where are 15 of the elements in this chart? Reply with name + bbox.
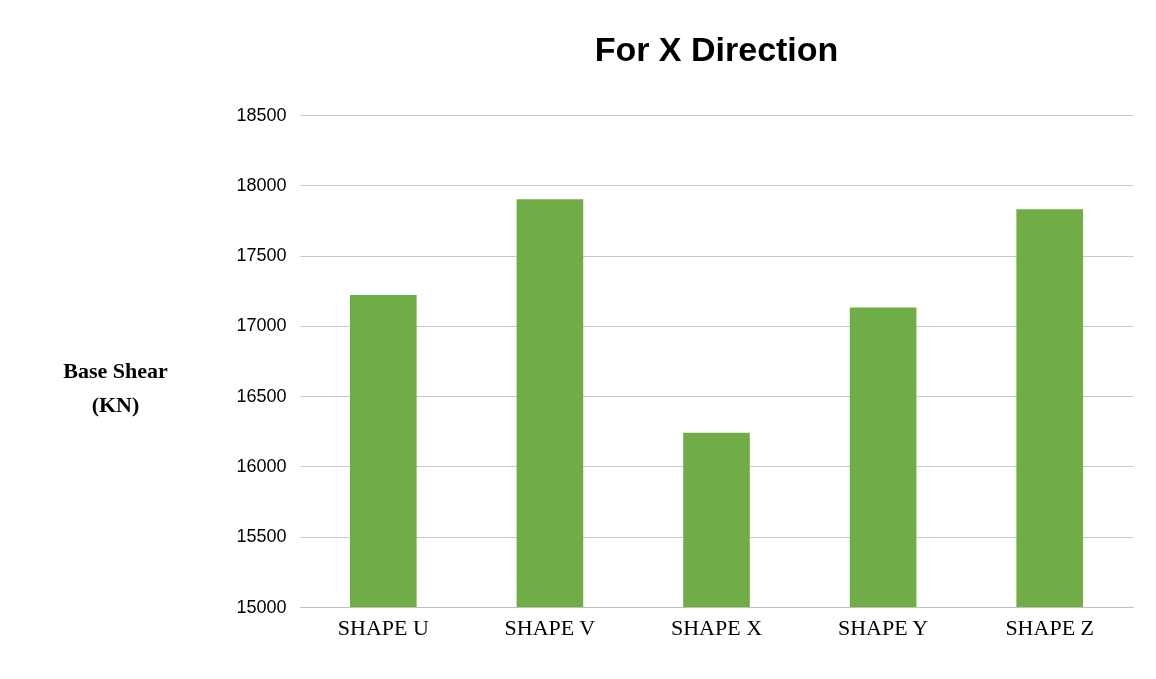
y-tick-label: 18000: [236, 174, 287, 195]
chart-title: For X Direction: [594, 30, 839, 68]
x-tick-label: SHAPE X: [670, 614, 763, 640]
x-tick-label: SHAPE Y: [837, 614, 929, 640]
y-axis-title: Base Shear (KN): [63, 357, 168, 417]
x-tick-label: SHAPE U: [337, 614, 429, 640]
y-tick-label: 16000: [236, 455, 287, 476]
y-tick-label: 17500: [236, 245, 287, 266]
y-tick-label: 15500: [236, 526, 287, 547]
y-tick-label: 17000: [236, 315, 287, 336]
y-tick-label: 16500: [236, 385, 287, 406]
y-tick-label: 18500: [236, 104, 287, 125]
x-tick-label: SHAPE Z: [1005, 614, 1095, 640]
y-tick-label: 15000: [236, 596, 287, 617]
x-tick-label: SHAPE V: [504, 614, 596, 640]
